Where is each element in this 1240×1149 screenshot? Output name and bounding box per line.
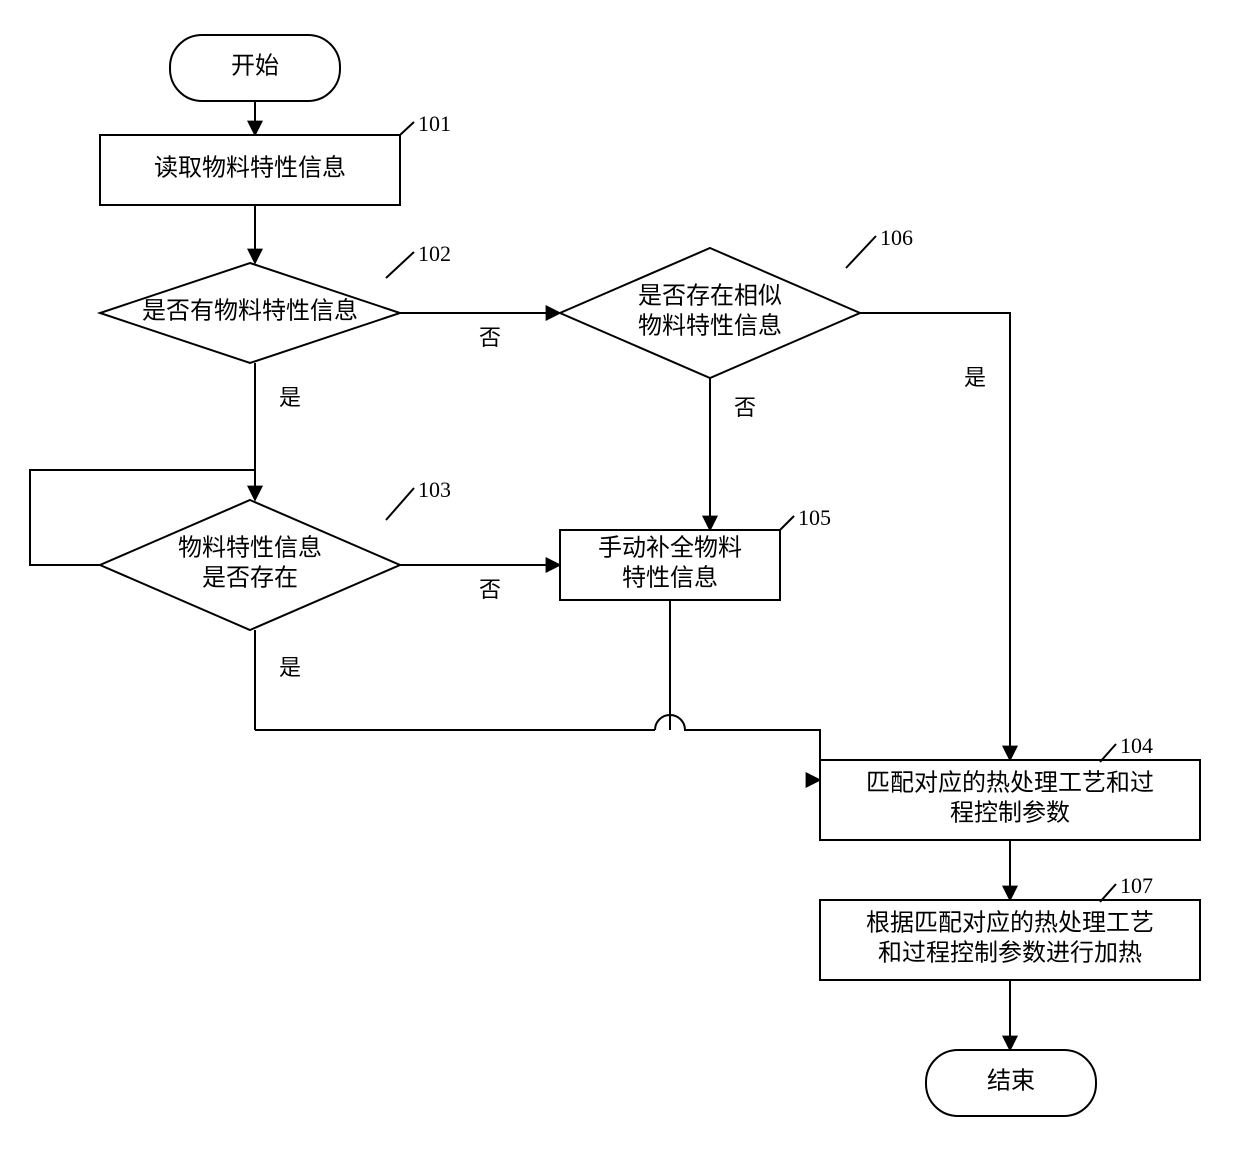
edge-label-3: 是 <box>279 385 301 410</box>
n103-ref: 103 <box>418 477 451 502</box>
svg-text:物料特性信息: 物料特性信息 <box>638 313 782 340</box>
n107-ref: 107 <box>1120 873 1153 898</box>
n105-ref: 105 <box>798 505 831 530</box>
edge-10 <box>655 715 820 780</box>
svg-text:手动补全物料: 手动补全物料 <box>598 535 742 562</box>
edge-label-7: 是 <box>279 655 301 680</box>
edge-5 <box>860 313 1010 760</box>
svg-text:程控制参数: 程控制参数 <box>950 800 1070 827</box>
svg-text:是否有物料特性信息: 是否有物料特性信息 <box>142 298 358 325</box>
svg-text:结束: 结束 <box>987 1068 1035 1095</box>
svg-text:是否存在: 是否存在 <box>202 565 298 592</box>
edge-label-5: 是 <box>964 365 986 390</box>
edge-label-2: 否 <box>479 325 501 350</box>
svg-text:特性信息: 特性信息 <box>622 565 718 592</box>
n102-ref: 102 <box>418 241 451 266</box>
n106-ref: 106 <box>880 225 913 250</box>
n104-ref: 104 <box>1120 733 1153 758</box>
svg-text:读取物料特性信息: 读取物料特性信息 <box>154 155 346 182</box>
n101-ref: 101 <box>418 111 451 136</box>
svg-text:匹配对应的热处理工艺和过: 匹配对应的热处理工艺和过 <box>866 770 1154 797</box>
svg-text:是否存在相似: 是否存在相似 <box>638 283 782 310</box>
edge-label-4: 否 <box>734 395 756 420</box>
edge-label-6: 否 <box>479 577 501 602</box>
svg-text:和过程控制参数进行加热: 和过程控制参数进行加热 <box>878 940 1142 967</box>
svg-text:开始: 开始 <box>231 53 279 80</box>
svg-text:根据匹配对应的热处理工艺: 根据匹配对应的热处理工艺 <box>866 910 1154 937</box>
svg-text:物料特性信息: 物料特性信息 <box>178 535 322 562</box>
